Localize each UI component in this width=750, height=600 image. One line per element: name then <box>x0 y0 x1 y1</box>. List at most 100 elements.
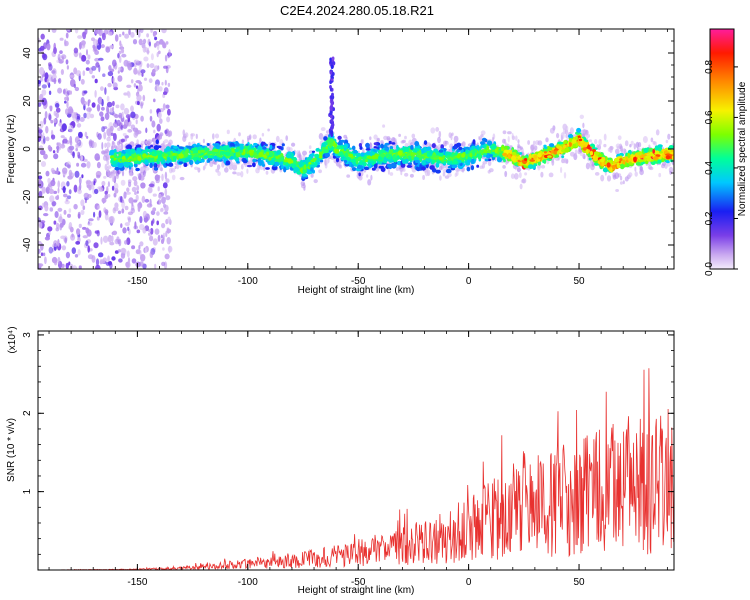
heatmap-cell <box>86 161 91 169</box>
heatmap-cell <box>206 143 210 146</box>
heatmap-cell <box>149 162 153 168</box>
heatmap-cell <box>387 156 392 160</box>
heatmap-cell <box>212 133 215 140</box>
x-tick-label: -50 <box>351 276 366 287</box>
heatmap-cell <box>369 136 372 141</box>
heatmap-cell <box>150 53 154 61</box>
heatmap-cell <box>142 227 147 234</box>
heatmap-cell <box>161 223 166 229</box>
heatmap-cell <box>579 114 584 120</box>
heatmap-cell <box>330 61 334 66</box>
heatmap-cell <box>283 166 287 173</box>
heatmap-cell <box>588 157 592 161</box>
heatmap-cell <box>519 146 523 150</box>
heatmap-cell <box>112 230 118 236</box>
heatmap-cell <box>422 175 425 180</box>
heatmap-cell <box>600 158 605 163</box>
heatmap-cell <box>158 193 162 199</box>
heatmap-cell <box>669 170 672 175</box>
heatmap-cell <box>166 237 171 245</box>
heatmap-cell <box>127 128 133 133</box>
heatmap-cell <box>68 208 72 213</box>
heatmap-cell <box>164 129 168 134</box>
heatmap-cell <box>452 160 458 165</box>
heatmap-cell <box>48 114 52 121</box>
heatmap-cell <box>574 135 578 141</box>
heatmap-cell <box>68 169 73 177</box>
heatmap-cell <box>154 84 160 92</box>
heatmap-cell <box>470 165 475 171</box>
heatmap-cell <box>426 151 430 158</box>
heatmap-cell <box>120 103 125 111</box>
heatmap-cell <box>171 174 176 181</box>
heatmap-cell <box>55 107 61 113</box>
heatmap-cell <box>252 134 257 140</box>
heatmap-cell <box>397 150 403 156</box>
heatmap-cell <box>151 120 156 128</box>
heatmap-cell <box>104 163 108 171</box>
heatmap-cell <box>384 147 389 151</box>
heatmap-cell <box>639 159 644 163</box>
heatmap-cell <box>147 146 151 149</box>
heatmap-cell <box>338 164 343 169</box>
heatmap-cell <box>513 173 519 180</box>
heatmap-cell <box>213 155 217 160</box>
heatmap-cell <box>51 134 56 140</box>
heatmap-cell <box>67 106 73 114</box>
heatmap-cell <box>402 146 409 150</box>
heatmap-cell <box>75 70 82 77</box>
heatmap-cell <box>99 259 106 264</box>
heatmap-cell <box>161 196 166 204</box>
heatmap-cell <box>654 145 659 151</box>
heatmap-cell <box>72 151 75 159</box>
heatmap-cell <box>331 122 335 127</box>
heatmap-cell <box>65 32 69 39</box>
heatmap-cell <box>75 241 81 245</box>
x-tick-label: -100 <box>238 276 258 287</box>
heatmap-cell <box>115 104 120 109</box>
heatmap-cell <box>352 150 359 154</box>
heatmap-cell <box>583 143 588 146</box>
heatmap-cell <box>59 37 64 41</box>
heatmap-cell <box>95 29 101 35</box>
y-tick-label: 40 <box>22 47 33 59</box>
heatmap-cell <box>166 253 169 259</box>
heatmap-cell <box>91 75 96 79</box>
heatmap-cell <box>86 112 91 120</box>
heatmap-cell <box>109 125 114 132</box>
heatmap-cell <box>98 187 104 192</box>
heatmap-cell <box>200 159 205 163</box>
heatmap-cell <box>377 137 380 142</box>
heatmap-cell <box>165 195 171 201</box>
heatmap-cell <box>159 118 163 124</box>
heatmap-cell <box>64 237 68 244</box>
heatmap-cell <box>144 198 150 203</box>
heatmap-cell <box>135 144 142 148</box>
heatmap-cell <box>156 160 160 165</box>
heatmap-cell <box>78 52 82 59</box>
heatmap-cell <box>190 160 194 165</box>
heatmap-cell <box>241 152 246 155</box>
heatmap-cell <box>74 29 79 34</box>
heatmap-cell <box>117 52 120 59</box>
heatmap-cell <box>67 213 71 218</box>
heatmap-cell <box>53 153 59 160</box>
heatmap-cell <box>507 135 510 143</box>
heatmap-cell <box>69 90 73 95</box>
heatmap-cell <box>611 164 616 170</box>
heatmap-cell <box>665 153 671 156</box>
heatmap-cell <box>163 142 166 146</box>
heatmap-cell <box>156 220 159 226</box>
heatmap-cell <box>94 153 100 161</box>
heatmap-cell <box>617 135 622 140</box>
heatmap-cell <box>259 137 262 144</box>
heatmap-cell <box>594 172 600 176</box>
heatmap-cell <box>619 181 623 185</box>
heatmap-cell <box>633 143 636 150</box>
heatmap-cell <box>438 152 444 157</box>
x-tick-label: -150 <box>127 276 147 287</box>
heatmap-cell <box>66 100 69 109</box>
heatmap-cell <box>409 149 413 154</box>
heatmap-cell <box>141 72 144 77</box>
heatmap-cell <box>118 67 122 71</box>
